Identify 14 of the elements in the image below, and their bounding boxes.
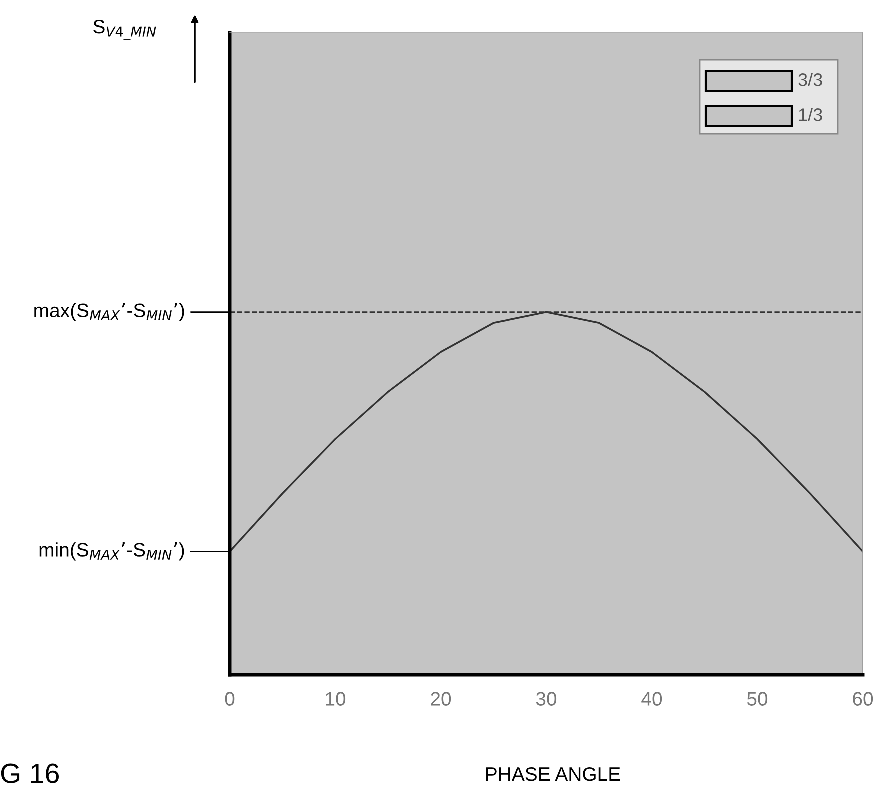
x-tick-label: 50 — [747, 692, 768, 706]
text: 3/3 — [798, 73, 822, 86]
x-tick-label: 30 — [536, 692, 557, 706]
x-axis-title: PHASE ANGLE — [486, 767, 620, 782]
x-tick-label: 20 — [431, 692, 452, 706]
text: S$_{V4_MIN}$ — [94, 20, 156, 40]
x-tick-label: 0 — [225, 692, 235, 706]
text: G 16 — [1, 764, 59, 784]
annotation: min(S$_{MAX}$’-S$_{MIN}$’) — [40, 542, 184, 561]
x-tick-label: 40 — [642, 692, 662, 706]
x-tick-label: 10 — [326, 692, 346, 706]
text: 1/3 — [799, 108, 822, 122]
x-tick-label: 60 — [853, 692, 874, 706]
ref-line-label: max(S$_{MAX}$’-S$_{MIN}$’) — [34, 303, 184, 322]
